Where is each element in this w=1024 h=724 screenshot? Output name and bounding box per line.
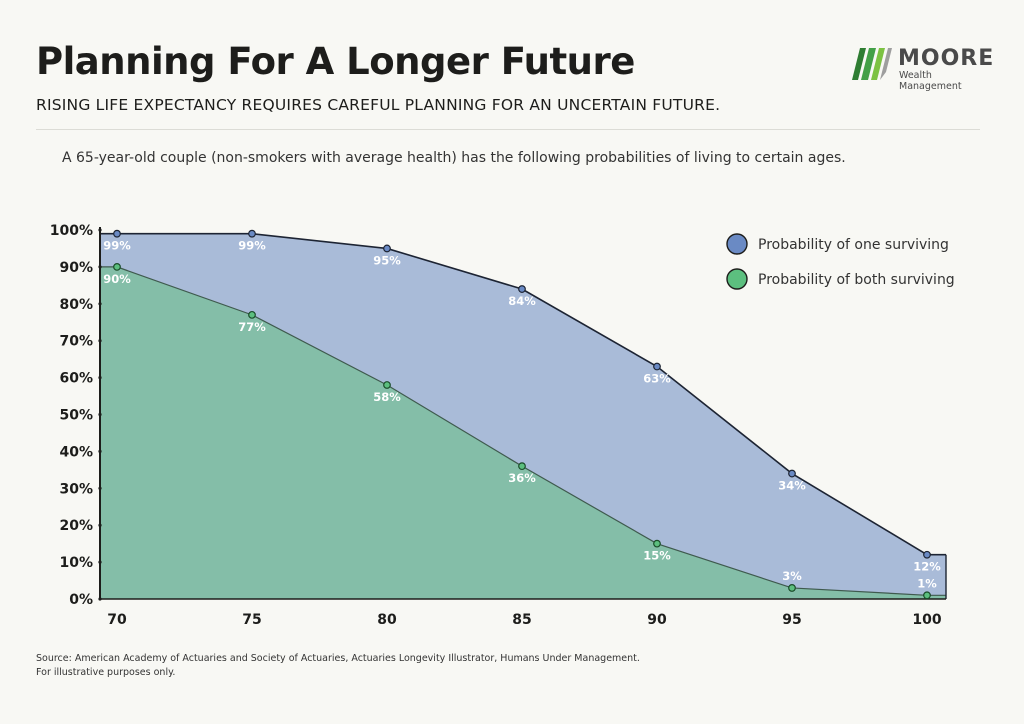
data-point <box>248 310 256 319</box>
y-tick-label: 0% <box>69 592 93 608</box>
data-label: 12% <box>913 560 941 574</box>
chart-description: A 65-year-old couple (non-smokers with a… <box>62 150 846 166</box>
y-tick-label: 40% <box>59 444 93 460</box>
data-point <box>923 591 931 600</box>
x-tick-label: 70 <box>107 612 127 628</box>
data-point <box>383 381 391 389</box>
y-tick-label: 30% <box>59 481 93 497</box>
y-tick-mark <box>98 486 102 490</box>
logo-mark-icon <box>852 48 892 80</box>
x-tick-label: 85 <box>512 612 531 628</box>
data-label: 99% <box>238 239 266 253</box>
data-point <box>788 584 796 592</box>
data-point <box>518 462 526 471</box>
data-label: 15% <box>643 549 671 563</box>
data-point <box>923 550 931 559</box>
x-tick-label: 80 <box>377 612 397 628</box>
x-tick-label: 100 <box>912 612 941 628</box>
data-point <box>383 244 391 253</box>
page-subtitle: RISING LIFE EXPECTANCY REQUIRES CAREFUL … <box>36 96 721 114</box>
data-label: 90% <box>103 272 131 286</box>
data-point <box>248 229 256 238</box>
y-tick-mark <box>98 339 102 343</box>
data-label: 95% <box>373 253 401 267</box>
y-tick-mark <box>98 228 102 232</box>
data-label: 63% <box>643 372 671 386</box>
y-tick-mark <box>98 523 102 527</box>
legend-label: Probability of one surviving <box>758 237 949 253</box>
page-title: Planning For A Longer Future <box>36 40 635 83</box>
divider <box>36 129 980 130</box>
legend-label: Probability of both surviving <box>758 272 955 288</box>
data-point <box>113 263 121 271</box>
logo-name: MOORE <box>898 46 995 71</box>
data-label: 36% <box>508 471 536 485</box>
x-tick-label: 75 <box>242 612 261 628</box>
series-area-1 <box>100 266 946 599</box>
y-tick-mark <box>98 376 102 380</box>
y-tick-label: 10% <box>59 555 93 571</box>
y-tick-mark <box>98 265 102 269</box>
y-tick-mark <box>98 412 102 417</box>
legend-marker-icon <box>726 233 748 255</box>
data-label: 3% <box>782 569 802 583</box>
y-tick-label: 50% <box>59 408 93 424</box>
source-text: Source: American Academy of Actuaries an… <box>36 653 640 664</box>
data-label: 84% <box>508 294 536 308</box>
y-tick-mark <box>98 597 102 601</box>
x-tick-label: 90 <box>647 612 667 628</box>
x-tick-label: 95 <box>782 612 801 628</box>
y-tick-label: 60% <box>59 371 93 387</box>
y-tick-mark <box>98 302 102 306</box>
data-point <box>113 229 121 238</box>
data-point <box>653 539 661 548</box>
y-tick-label: 70% <box>59 334 93 350</box>
source-note: Source: American Academy of Actuaries an… <box>36 652 640 680</box>
data-point <box>653 362 661 371</box>
data-label: 1% <box>917 576 937 590</box>
data-label: 77% <box>238 320 266 334</box>
data-point <box>518 285 526 293</box>
y-tick-mark <box>98 560 102 564</box>
y-tick-label: 90% <box>59 260 93 276</box>
y-tick-mark <box>98 449 102 453</box>
y-tick-label: 80% <box>59 297 93 313</box>
y-tick-label: 20% <box>59 518 93 534</box>
illustrative-note: For illustrative purposes only. <box>36 667 176 678</box>
data-label: 34% <box>778 479 806 493</box>
logo-tagline: Wealth Management <box>899 70 962 92</box>
data-point <box>788 469 796 478</box>
legend-marker-icon <box>726 268 748 290</box>
data-label: 99% <box>103 239 131 253</box>
y-tick-label: 100% <box>50 223 93 239</box>
data-label: 58% <box>373 390 401 404</box>
logo: MOORE Wealth Management <box>852 46 995 92</box>
